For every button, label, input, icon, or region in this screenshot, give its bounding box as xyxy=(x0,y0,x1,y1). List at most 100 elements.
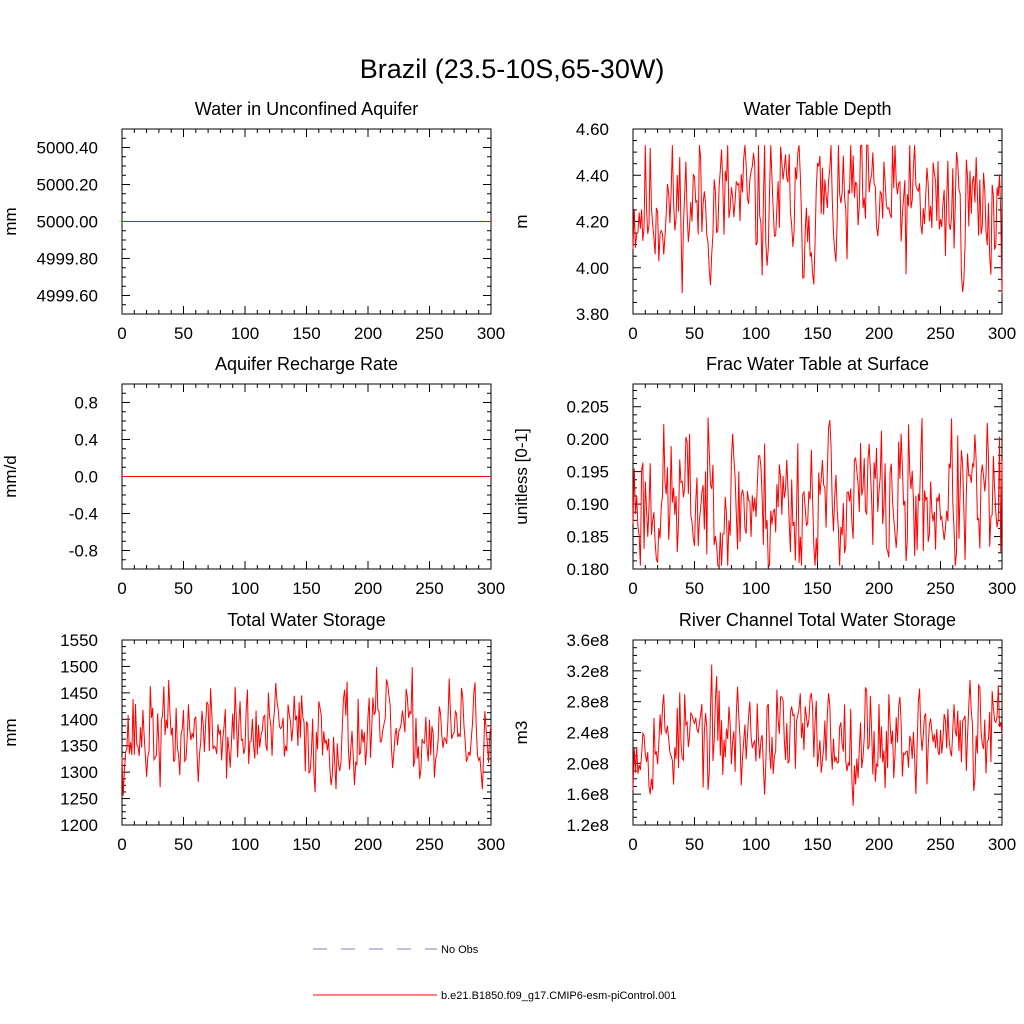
y-tick-label: 5000.40 xyxy=(37,139,98,158)
x-tick-label: 0 xyxy=(628,324,637,343)
y-tick-label: 4999.60 xyxy=(37,287,98,306)
series-line xyxy=(121,666,492,796)
y-tick-label: 0.205 xyxy=(566,398,609,417)
legend-label-model: b.e21.B1850.f09_g17.CMIP6-esm-piControl.… xyxy=(441,990,676,1002)
y-tick-label: 3.2e8 xyxy=(566,662,609,681)
y-tick-label: 2.0e8 xyxy=(566,754,609,773)
y-tick-label: 4999.80 xyxy=(37,250,98,269)
y-axis-label: m xyxy=(512,214,531,228)
x-tick-label: 300 xyxy=(988,835,1016,854)
x-tick-label: 200 xyxy=(354,579,382,598)
y-tick-label: -0.8 xyxy=(69,542,98,561)
y-tick-label: 1.6e8 xyxy=(566,785,609,804)
y-tick-label: 1200 xyxy=(60,816,98,835)
y-tick-label: 0.190 xyxy=(566,495,609,514)
x-tick-label: 0 xyxy=(117,324,126,343)
y-tick-label: 0.180 xyxy=(566,560,609,579)
x-tick-label: 50 xyxy=(174,835,193,854)
y-tick-label: 4.00 xyxy=(576,259,609,278)
x-tick-label: 300 xyxy=(988,579,1016,598)
y-tick-label: 4.40 xyxy=(576,166,609,185)
x-tick-label: 0 xyxy=(628,579,637,598)
panel-title: Water Table Depth xyxy=(743,99,891,119)
y-axis-label: m3 xyxy=(512,721,531,745)
x-tick-label: 0 xyxy=(117,579,126,598)
x-tick-label: 250 xyxy=(415,579,443,598)
series-line xyxy=(632,144,1003,294)
panel-4: Frac Water Table at Surface 0 50 100 150 200 2… xyxy=(512,354,1016,598)
x-tick-label: 100 xyxy=(231,324,259,343)
y-tick-label: 1250 xyxy=(60,790,98,809)
y-tick-label: 0.195 xyxy=(566,463,609,482)
panel-5: Total Water Storage 0 50 100 150 200 250 300 120… xyxy=(1,610,505,854)
y-tick-label: 5000.00 xyxy=(37,213,98,232)
y-tick-label: 3.6e8 xyxy=(566,631,609,650)
x-tick-label: 200 xyxy=(354,835,382,854)
x-tick-label: 300 xyxy=(477,835,505,854)
x-tick-label: 250 xyxy=(415,835,443,854)
x-tick-label: 50 xyxy=(685,324,704,343)
y-tick-label: -0.4 xyxy=(69,505,98,524)
panel-title: Total Water Storage xyxy=(227,610,385,630)
y-tick-label: 0.8 xyxy=(74,394,98,413)
panel-title: Aquifer Recharge Rate xyxy=(215,354,398,374)
panel-title: Water in Unconfined Aquifer xyxy=(195,99,418,119)
panel-title: Frac Water Table at Surface xyxy=(706,354,929,374)
y-tick-label: 0.4 xyxy=(74,431,98,450)
x-tick-label: 200 xyxy=(865,835,893,854)
y-tick-label: 1500 xyxy=(60,657,98,676)
panel-6: River Channel Total Water Storage 0 50 100 1… xyxy=(512,610,1016,854)
y-tick-label: 2.4e8 xyxy=(566,724,609,743)
x-tick-label: 50 xyxy=(685,579,704,598)
y-axis-label: mm xyxy=(1,207,20,235)
x-tick-label: 150 xyxy=(292,579,320,598)
y-tick-label: 4.60 xyxy=(576,120,609,139)
x-tick-label: 300 xyxy=(477,324,505,343)
x-tick-label: 250 xyxy=(415,324,443,343)
x-tick-label: 50 xyxy=(174,579,193,598)
x-tick-label: 50 xyxy=(174,324,193,343)
y-tick-label: 1450 xyxy=(60,684,98,703)
y-tick-label: 1550 xyxy=(60,631,98,650)
x-tick-label: 200 xyxy=(865,324,893,343)
x-tick-label: 0 xyxy=(628,835,637,854)
y-axis-label: mm/d xyxy=(1,455,20,498)
x-tick-label: 150 xyxy=(292,324,320,343)
x-tick-label: 200 xyxy=(865,579,893,598)
y-tick-label: 2.8e8 xyxy=(566,693,609,712)
y-tick-label: 0.185 xyxy=(566,528,609,547)
y-tick-label: 3.80 xyxy=(576,305,609,324)
y-axis-label: unitless [0-1] xyxy=(512,428,531,524)
series-line xyxy=(632,417,1003,567)
x-tick-label: 150 xyxy=(803,324,831,343)
x-tick-label: 250 xyxy=(926,835,954,854)
legend-label-no-obs: No Obs xyxy=(441,944,479,956)
x-tick-label: 250 xyxy=(926,579,954,598)
x-tick-label: 50 xyxy=(685,835,704,854)
y-tick-label: 5000.20 xyxy=(37,176,98,195)
y-tick-label: 1300 xyxy=(60,763,98,782)
series-line xyxy=(632,664,1003,806)
x-tick-label: 100 xyxy=(742,579,770,598)
x-tick-label: 0 xyxy=(117,835,126,854)
y-tick-label: 1350 xyxy=(60,737,98,756)
panels: Water in Unconfined Aquifer 0 50 100 150 200 2… xyxy=(1,99,1016,854)
y-tick-label: 0.200 xyxy=(566,430,609,449)
x-tick-label: 300 xyxy=(477,579,505,598)
figure-title: Brazil (23.5-10S,65-30W) xyxy=(360,54,665,84)
y-tick-label: 0.0 xyxy=(74,468,98,487)
x-tick-label: 150 xyxy=(803,835,831,854)
x-tick-label: 150 xyxy=(292,835,320,854)
panel-3: Aquifer Recharge Rate 0 50 100 150 200 250 300 -… xyxy=(1,354,505,598)
y-axis-label: mm xyxy=(1,718,20,746)
x-tick-label: 100 xyxy=(231,579,259,598)
y-tick-label: 1400 xyxy=(60,710,98,729)
x-tick-label: 100 xyxy=(231,835,259,854)
x-tick-label: 300 xyxy=(988,324,1016,343)
y-tick-label: 1.2e8 xyxy=(566,816,609,835)
legend: No Obs b.e21.B1850.f09_g17.CMIP6-esm-piC… xyxy=(313,944,676,1002)
panel-1: Water in Unconfined Aquifer 0 50 100 150 200 2… xyxy=(1,99,505,343)
y-tick-label: 4.20 xyxy=(576,213,609,232)
panel-2: Water Table Depth 0 50 100 150 200 250 300 3.80 4… xyxy=(512,99,1016,343)
